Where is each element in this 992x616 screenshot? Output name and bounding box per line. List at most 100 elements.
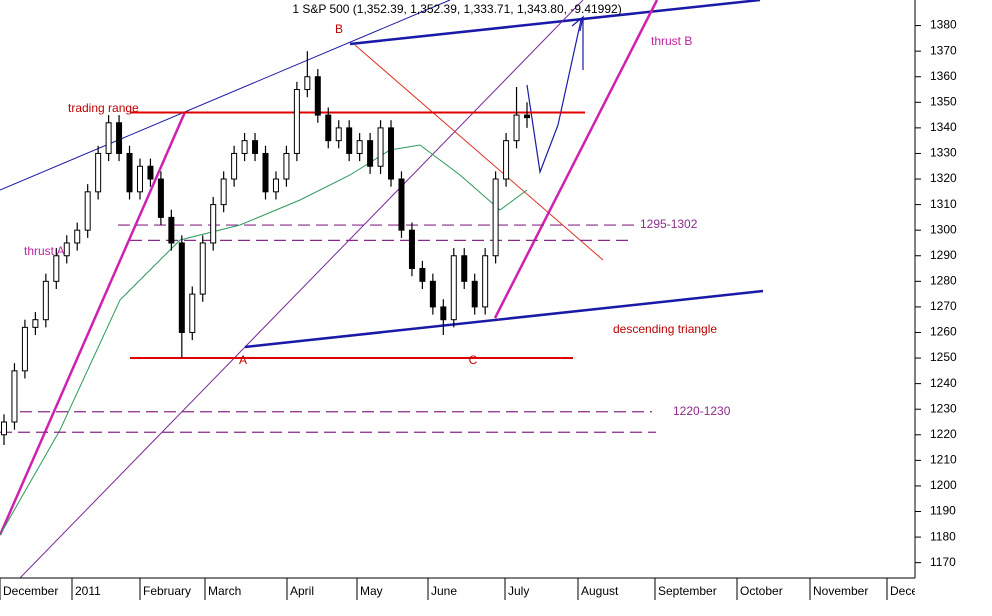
x-tick-label: May: [360, 584, 383, 598]
y-tick-label: 1260: [930, 325, 957, 339]
candle-body: [335, 127, 342, 142]
candle-body: [126, 152, 133, 193]
trend-line: [354, 44, 604, 261]
y-tick-label: 1320: [930, 171, 957, 185]
y-tick-label: 1220: [930, 427, 957, 441]
candle-body: [450, 255, 457, 321]
trend-line: [0, 0, 451, 191]
candle-body: [11, 370, 18, 423]
y-tick-label: 1340: [930, 120, 957, 134]
candle-body: [513, 114, 520, 142]
candle-body: [398, 178, 405, 231]
candle-body: [388, 127, 395, 180]
candle-body: [241, 140, 248, 154]
candle-body: [231, 152, 238, 180]
y-tick-label: 1310: [930, 197, 957, 211]
x-tick-label: March: [208, 584, 241, 598]
candle-body: [189, 293, 196, 333]
x-tick-label: 2011: [75, 584, 101, 598]
candle-body: [492, 178, 499, 257]
y-tick-label: 1380: [930, 18, 957, 32]
y-tick-label: 1280: [930, 273, 957, 287]
x-tick-label: December: [890, 584, 945, 598]
candle-body: [429, 280, 436, 308]
forecast-path: [526, 19, 582, 175]
candle-body: [210, 204, 217, 244]
candle-body: [482, 255, 489, 308]
annotation: trading range: [68, 101, 139, 115]
candle-body: [147, 165, 154, 180]
y-tick-label: 1180: [930, 529, 956, 543]
candle-body: [325, 114, 332, 142]
annotation: 1295-1302: [640, 217, 698, 231]
trend-line: [493, 0, 659, 319]
candle-body: [367, 140, 374, 167]
candle-body: [262, 152, 269, 193]
candle-body: [471, 280, 478, 308]
y-tick-label: 1200: [930, 478, 957, 492]
candle-body: [419, 268, 426, 282]
x-tick-label: October: [740, 584, 783, 598]
annotation: C: [469, 353, 478, 367]
candle-body: [356, 140, 363, 154]
candle-body: [74, 229, 81, 244]
annotation: A: [239, 353, 247, 367]
candle-body: [461, 255, 468, 282]
candle-body: [95, 152, 102, 193]
y-tick-label: 1270: [930, 299, 957, 313]
candle-body: [199, 242, 206, 295]
candle-body: [283, 152, 290, 180]
candle-body: [314, 76, 321, 116]
trend-line: [244, 289, 764, 349]
candle-body: [440, 306, 447, 321]
x-tick-label: February: [143, 584, 191, 598]
trend-line: [0, 111, 187, 536]
candle-body: [178, 242, 185, 333]
candle-body: [1, 421, 7, 436]
x-tick-label: December: [3, 584, 58, 598]
chart-title: 1 S&P 500 (1,352.39, 1,352.39, 1,333.71,…: [292, 2, 621, 16]
y-tick-label: 1250: [930, 350, 957, 364]
y-tick-label: 1190: [930, 504, 956, 518]
y-tick-label: 1240: [930, 376, 957, 390]
annotation: descending triangle: [613, 322, 717, 336]
y-tick-label: 1360: [930, 69, 957, 83]
x-tick-label: June: [431, 584, 457, 598]
candle-body: [105, 122, 112, 154]
candle-body: [524, 114, 530, 119]
annotation: B: [335, 22, 343, 36]
candle-body: [377, 127, 384, 167]
y-tick-label: 1290: [930, 248, 957, 262]
drawings: [0, 0, 764, 578]
candle-body: [53, 255, 60, 282]
candle-body: [84, 191, 91, 231]
x-tick-label: July: [508, 584, 529, 598]
candle-body: [42, 280, 49, 321]
candle-body: [252, 140, 259, 154]
candle-body: [304, 76, 311, 91]
x-tick-label: April: [290, 584, 314, 598]
y-tick-label: 1300: [930, 222, 957, 236]
annotation: thrust B: [651, 34, 692, 48]
moving-average: [0, 144, 528, 536]
candle-body: [136, 165, 143, 193]
candle-body: [293, 89, 300, 154]
candle-body: [272, 178, 279, 193]
x-tick-label: November: [813, 584, 868, 598]
candle-body: [408, 229, 415, 270]
candle-body: [157, 178, 164, 218]
y-tick-label: 1350: [930, 94, 957, 108]
candle-body: [168, 216, 175, 244]
trend-line: [349, 0, 761, 46]
candle-body: [63, 242, 70, 257]
trend-line: [19, 0, 584, 578]
annotation: thrust A: [24, 244, 65, 258]
y-tick-label: 1370: [930, 43, 957, 57]
y-tick-label: 1330: [930, 146, 957, 160]
candle-body: [346, 127, 353, 154]
candle-body: [32, 319, 39, 328]
x-tick-label: September: [658, 584, 717, 598]
y-tick-label: 1210: [930, 453, 957, 467]
y-tick-label: 1230: [930, 401, 957, 415]
